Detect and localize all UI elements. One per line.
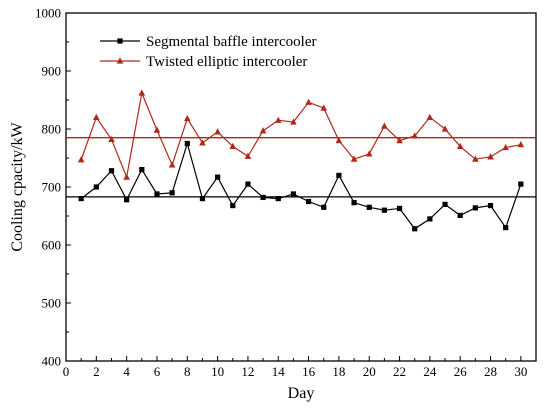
series-2-point <box>396 137 403 144</box>
legend-label-1: Segmental baffle intercooler <box>146 34 317 50</box>
series-1-point <box>108 168 115 174</box>
series-1-point <box>184 140 190 147</box>
x-tick-label: 18 <box>332 364 345 379</box>
legend-marker-1 <box>117 38 123 44</box>
series-1-point <box>503 225 509 231</box>
y-axis: 400 500 600 700 800 900 1000 <box>35 6 71 369</box>
x-tick-label: 12 <box>241 364 254 379</box>
series-2-point <box>244 152 252 159</box>
series-1-point <box>245 181 251 187</box>
x-tick-label: 26 <box>454 364 468 379</box>
series-1-point <box>199 196 206 202</box>
x-tick-label: 22 <box>393 364 406 379</box>
series-2-point <box>472 155 479 162</box>
series-1-point <box>154 191 160 197</box>
series-1-point <box>260 194 266 201</box>
series-1-point <box>305 198 312 205</box>
series-1-point <box>487 202 494 209</box>
series-lines <box>80 90 522 230</box>
series-2-point <box>365 150 373 157</box>
series-1-point <box>472 205 478 211</box>
series-2-line <box>80 90 521 180</box>
series-2-point <box>487 153 494 160</box>
series-1-point <box>457 212 463 219</box>
series-2-point <box>229 142 237 149</box>
y-tick-label: 600 <box>42 238 62 253</box>
series-2-point <box>456 142 464 149</box>
series-1-point <box>169 190 175 196</box>
y-tick-label: 700 <box>42 180 62 195</box>
legend-label-2: Twisted elliptic intercooler <box>146 54 307 70</box>
series-2-point <box>108 135 115 143</box>
series-2-point <box>441 125 449 132</box>
y-tick-label: 900 <box>42 64 62 79</box>
series-1-point <box>381 207 387 213</box>
series-2-point <box>426 113 434 120</box>
series-1-point <box>215 174 221 180</box>
x-tick-label: 24 <box>423 364 437 379</box>
series-1-point <box>336 172 342 178</box>
series-1-point <box>442 201 448 207</box>
series-2-point <box>305 98 312 105</box>
series-2-point <box>517 141 525 148</box>
y-tick-label: 1000 <box>35 6 61 21</box>
series-2-point <box>502 143 509 151</box>
series-2-point <box>381 122 388 129</box>
series-1-point <box>275 196 281 202</box>
series-1-point <box>366 204 372 210</box>
series-1-point <box>412 226 418 232</box>
series-1-point <box>396 205 403 212</box>
series-1-point <box>518 181 524 187</box>
series-2-point <box>320 104 328 111</box>
series-1-point <box>230 202 236 209</box>
series-2-point <box>153 126 161 133</box>
x-tick-label: 30 <box>514 364 527 379</box>
series-2-point <box>183 114 191 122</box>
series-markers <box>77 89 525 232</box>
series-2-point <box>123 173 130 180</box>
x-tick-label: 4 <box>123 364 130 379</box>
series-2-point <box>77 156 85 163</box>
series-2-point <box>138 89 146 96</box>
series-1-point <box>427 216 433 222</box>
series-2-point <box>214 128 221 135</box>
x-tick-label: 14 <box>272 364 286 379</box>
series-2-point <box>199 139 206 146</box>
series-2-point <box>259 127 267 134</box>
series-2-point <box>93 113 100 120</box>
series-1-line <box>80 141 522 230</box>
x-tick-label: 2 <box>93 364 100 379</box>
series-1-point <box>290 191 297 197</box>
x-tick-label: 6 <box>154 364 161 379</box>
mean-lines <box>66 137 536 198</box>
series-2-point <box>168 161 176 168</box>
series-2-point <box>350 155 358 162</box>
series-2-point <box>290 118 297 125</box>
series-1-point <box>93 184 99 190</box>
x-tick-label: 16 <box>302 364 316 379</box>
legend: Segmental baffle intercooler Twisted elli… <box>100 34 317 70</box>
series-1-point <box>124 197 130 203</box>
series-2-point <box>274 116 282 123</box>
x-tick-label: 20 <box>363 364 376 379</box>
series-2-point <box>411 132 419 139</box>
series-1-point <box>78 196 84 202</box>
y-tick-label: 500 <box>42 296 62 311</box>
series-1-point <box>351 200 357 206</box>
series-1-point <box>321 204 327 210</box>
legend-marker-2 <box>116 57 124 64</box>
y-tick-label: 800 <box>42 122 62 137</box>
y-axis-title: Cooling cpacity/kW <box>9 121 26 251</box>
y-tick-label: 400 <box>42 354 62 369</box>
series-2-point <box>335 137 343 144</box>
x-tick-label: 10 <box>211 364 224 379</box>
x-axis-title: Day <box>288 385 315 402</box>
plot-area <box>65 12 537 362</box>
x-tick-label: 0 <box>63 364 70 379</box>
x-tick-label: 28 <box>484 364 497 379</box>
series-1-point <box>139 167 145 173</box>
x-axis: 0 2 4 6 8 10 12 14 16 18 20 22 24 26 28 30 <box>63 356 527 379</box>
x-tick-label: 8 <box>184 364 191 379</box>
